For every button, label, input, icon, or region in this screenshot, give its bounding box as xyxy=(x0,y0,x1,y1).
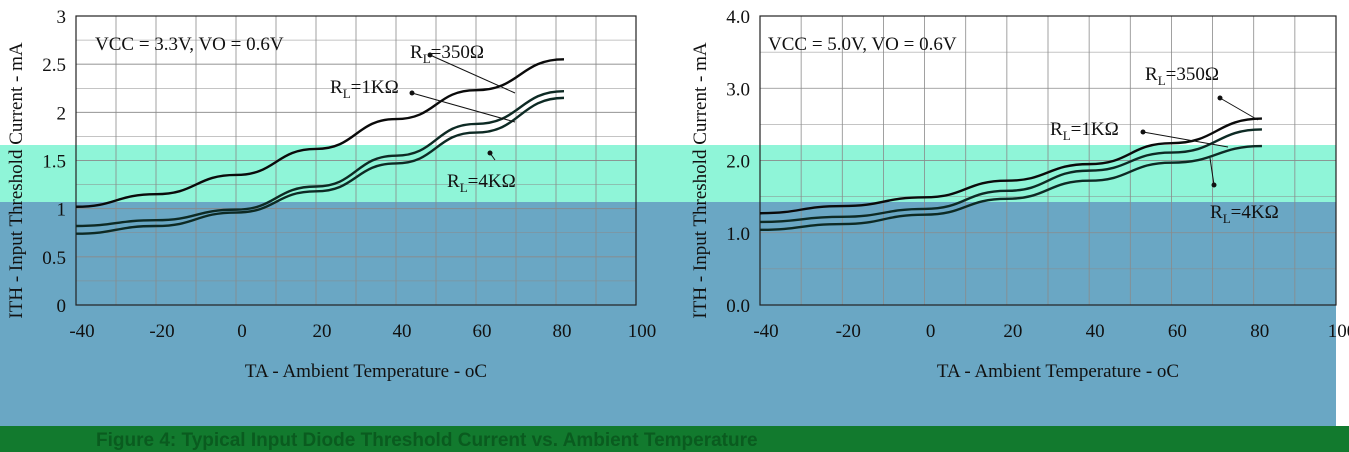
leader-line xyxy=(1209,157,1215,186)
series-label: RL=1KΩ xyxy=(1050,119,1119,143)
y-axis-label: ITH - Input Threshold Current - mA xyxy=(6,42,27,318)
series-label: RL=350Ω xyxy=(1145,64,1219,88)
plot-frame xyxy=(75,15,637,306)
y-tick-label: 2.0 xyxy=(726,152,750,173)
y-tick-label: 2.5 xyxy=(42,55,66,76)
plot-frame xyxy=(759,15,1337,306)
y-tick-label: 3 xyxy=(57,7,67,28)
series-line xyxy=(75,58,565,208)
series-line xyxy=(75,89,565,228)
series-label: RL=4KΩ xyxy=(1210,202,1279,226)
y-tick-label: 1 xyxy=(57,200,67,221)
x-tick-label: 60 xyxy=(1168,321,1187,342)
band-blue xyxy=(0,202,1336,426)
chart-right: -40 -20 0 20 40 60 80 100 0.0 1.0 2.0 3.0 4.0 TA - Am… xyxy=(690,7,1349,382)
x-tick-label: 100 xyxy=(1328,321,1349,342)
y-tick-label: 0.5 xyxy=(42,248,66,269)
series-label: RL=4KΩ xyxy=(447,171,516,195)
condition-annotation: VCC = 5.0V, VO = 0.6V xyxy=(768,34,957,55)
figure-caption: Figure 4: Typical Input Diode Threshold … xyxy=(96,430,758,451)
y-tick-label: 2 xyxy=(57,103,67,124)
y-tick-label: 3.0 xyxy=(726,79,750,100)
condition-annotation: VCC = 3.3V, VO = 0.6V xyxy=(95,34,284,55)
series-label: RL=1KΩ xyxy=(330,77,399,101)
series-line xyxy=(759,117,1262,215)
x-tick-label: -20 xyxy=(149,321,174,342)
chart-left: -40 -20 0 20 40 60 80 100 0 0.5 1 1.5 2 2.5 3 TA - Ambi… xyxy=(6,7,656,382)
x-tick-label: -20 xyxy=(836,321,861,342)
x-tick-label: 40 xyxy=(1086,321,1105,342)
leader-arrowhead xyxy=(1211,182,1217,188)
x-tick-label: 0 xyxy=(237,321,247,342)
x-tick-label: 20 xyxy=(1003,321,1022,342)
x-tick-label: 0 xyxy=(926,321,936,342)
leader-arrowhead xyxy=(409,90,415,96)
x-tick-label: 40 xyxy=(393,321,412,342)
x-tick-label: 100 xyxy=(628,321,657,342)
x-tick-label: -40 xyxy=(753,321,778,342)
series-line xyxy=(75,96,565,235)
series-line xyxy=(759,144,1262,232)
leader-arrowhead xyxy=(1217,95,1223,101)
y-tick-label: 4.0 xyxy=(726,7,750,28)
leader-arrowhead xyxy=(487,150,493,156)
x-tick-label: 20 xyxy=(313,321,332,342)
leader-arrowhead xyxy=(1140,129,1146,135)
x-tick-label: 60 xyxy=(473,321,492,342)
x-tick-label: 80 xyxy=(1250,321,1269,342)
y-tick-label: 1.0 xyxy=(726,224,750,245)
leader-line xyxy=(411,92,516,123)
leader-arrowhead xyxy=(427,52,433,58)
x-axis-label: TA - Ambient Temperature - oC xyxy=(245,361,487,382)
y-tick-label: 1.5 xyxy=(42,152,66,173)
x-tick-label: -40 xyxy=(69,321,94,342)
x-axis-label: TA - Ambient Temperature - oC xyxy=(937,361,1179,382)
y-axis-label: ITH - Input Threshold Current - mA xyxy=(690,42,711,318)
leader-line xyxy=(429,54,516,94)
y-tick-label: 0 xyxy=(57,296,67,317)
series-line xyxy=(759,128,1262,224)
leader-line xyxy=(1219,97,1259,121)
caption-bar xyxy=(0,426,1349,452)
y-tick-label: 0.0 xyxy=(726,296,750,317)
series-label: RL=350Ω xyxy=(410,42,484,66)
leader-line xyxy=(1142,131,1229,148)
x-tick-label: 80 xyxy=(553,321,572,342)
